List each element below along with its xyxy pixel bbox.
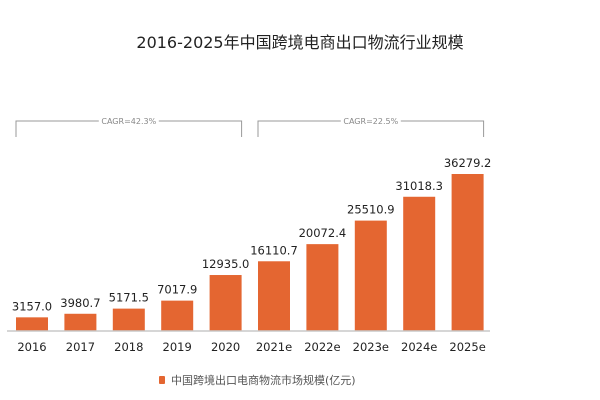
cagr-label-1: CAGR=42.3% xyxy=(101,117,156,126)
bar-2018 xyxy=(112,308,145,331)
value-label-2023e: 25510.9 xyxy=(347,203,395,217)
bar-2024e xyxy=(403,196,436,331)
x-tick-2021e: 2021e xyxy=(256,340,292,354)
bar-2025e xyxy=(451,174,484,331)
value-label-2025e: 36279.2 xyxy=(444,156,492,170)
x-tick-2017: 2017 xyxy=(66,340,95,354)
cagr-bracket-2 xyxy=(257,120,485,137)
value-label-2017: 3980.7 xyxy=(60,296,100,310)
chart-title: 2016-2025年中国跨境电商出口物流行业规模 xyxy=(136,33,463,52)
bar-2023e xyxy=(354,220,387,331)
value-label-2024e: 31018.3 xyxy=(395,179,443,193)
bar-2017 xyxy=(64,313,97,331)
bar-2020 xyxy=(209,275,242,331)
x-tick-2022e: 2022e xyxy=(304,340,340,354)
value-label-2018: 5171.5 xyxy=(109,291,149,305)
cagr-bracket-1 xyxy=(15,120,243,137)
value-label-2016: 3157.0 xyxy=(12,299,52,313)
bar-2016 xyxy=(16,317,48,331)
x-tick-2024e: 2024e xyxy=(401,340,437,354)
legend-label: 中国跨境出口电商物流市场规模(亿元) xyxy=(171,373,356,387)
cagr-label-2: CAGR=22.5% xyxy=(343,117,398,126)
x-tick-2016: 2016 xyxy=(17,340,46,354)
value-label-2021e: 16110.7 xyxy=(250,243,298,257)
x-tick-2018: 2018 xyxy=(114,340,143,354)
x-tick-2020: 2020 xyxy=(211,340,240,354)
x-tick-2025e: 2025e xyxy=(449,340,485,354)
value-label-2019: 7017.9 xyxy=(157,283,197,297)
value-label-2022e: 20072.4 xyxy=(299,226,347,240)
x-tick-2023e: 2023e xyxy=(353,340,389,354)
x-tick-2019: 2019 xyxy=(163,340,192,354)
bar-2022e xyxy=(306,244,339,331)
bar-2019 xyxy=(161,300,194,331)
value-label-2020: 12935.0 xyxy=(202,257,250,271)
legend-marker xyxy=(159,376,165,384)
bar-2021e xyxy=(258,261,290,331)
